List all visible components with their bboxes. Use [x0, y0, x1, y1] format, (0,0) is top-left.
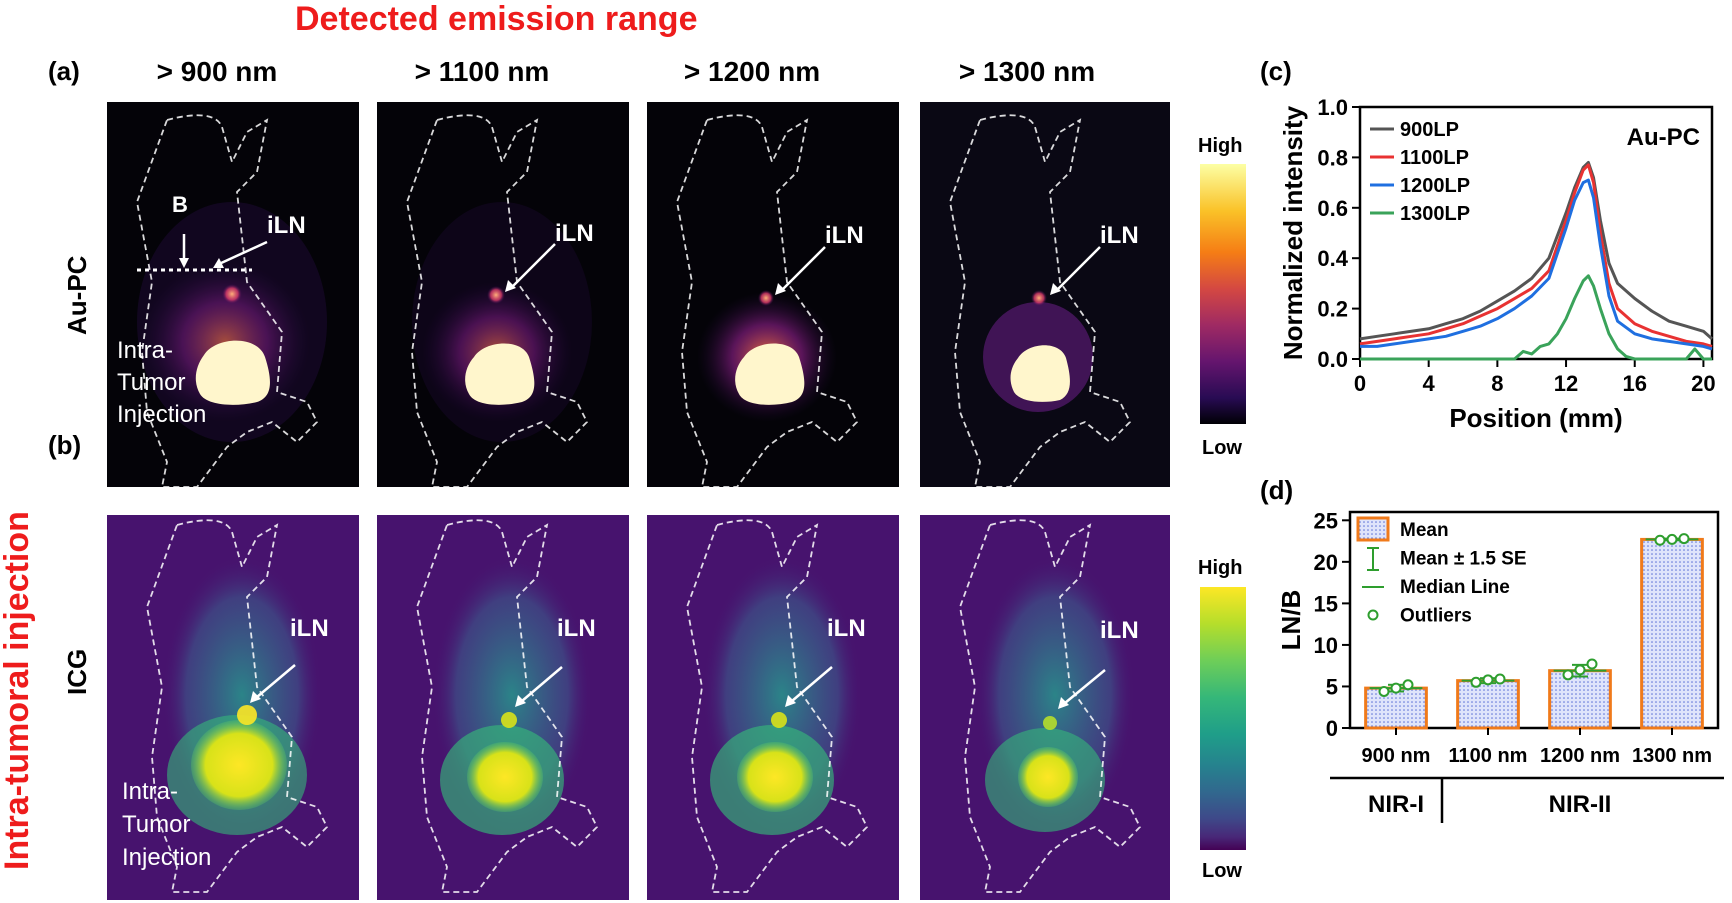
x-tick-label: 1100 nm [1449, 745, 1528, 767]
bar [1548, 669, 1612, 730]
y-axis-label: LN/B [1276, 590, 1306, 651]
iln-label-icg-900: iLN [290, 615, 329, 642]
legend-label: 1100LP [1400, 147, 1469, 169]
x-tick-label: 20 [1691, 371, 1715, 396]
x-tick-label: 16 [1622, 371, 1646, 396]
y-tick-label: 25 [1314, 508, 1338, 533]
iln-label-icg-1100: iLN [557, 615, 596, 642]
bar [1640, 537, 1704, 730]
colorbar-viridis [1200, 587, 1246, 850]
panel-d-label: (d) [1260, 475, 1294, 505]
x-tick-label: 0 [1354, 371, 1366, 396]
y-tick-label: 15 [1314, 591, 1338, 616]
legend-mean-swatch [1356, 516, 1390, 542]
group-label: NIR-I [1368, 791, 1424, 818]
y-axis-label: Normalized intensity [1278, 105, 1308, 360]
y-tick-label: 0.4 [1317, 246, 1348, 271]
y-tick-label: 20 [1314, 550, 1338, 575]
series-line-1100LP [1359, 163, 1713, 348]
legend-label: Median Line [1400, 577, 1510, 598]
data-point [1666, 533, 1678, 545]
data-point [1390, 682, 1402, 694]
data-point [1562, 669, 1574, 681]
au-pc-image-1300: iLN [920, 102, 1170, 487]
legend-label: 1200LP [1400, 175, 1470, 197]
x-tick-label: 8 [1491, 371, 1503, 396]
bar-chart: 0 5 10 15 20 25 LN/B 900 nm 1100 nm 1200 nm 1300 n… [1276, 508, 1724, 823]
y-tick-label: 10 [1314, 633, 1338, 658]
iln-label-au-1100: iLN [555, 220, 594, 247]
legend-label: Outliers [1400, 606, 1472, 627]
icg-image-1300: iLN [920, 515, 1170, 900]
x-tick-label: 4 [1423, 371, 1436, 396]
y-tick-label: 0.8 [1317, 145, 1348, 170]
panel-b-label: (b) [48, 430, 82, 460]
injection-title: Intra-tumoral injection [0, 511, 36, 870]
legend-label: 1300LP [1400, 203, 1470, 225]
colorbar-high-icg: High [1198, 557, 1243, 579]
iln-label-icg-1300: iLN [1100, 617, 1139, 644]
icg-image-1100: iLN [377, 515, 629, 900]
injection-label-icg: Intra- Tumor Injection [122, 778, 212, 871]
data-point [1586, 658, 1598, 670]
colorbar-inferno [1200, 164, 1246, 424]
data-point [1654, 534, 1666, 546]
x-axis-label: Position (mm) [1449, 403, 1622, 433]
data-point [1402, 679, 1414, 691]
emission-range-title: Detected emission range [295, 0, 698, 38]
iln-label-au-1300: iLN [1100, 222, 1139, 249]
row-label-icg: ICG [62, 648, 92, 695]
colorbar-high-au: High [1198, 135, 1243, 157]
au-pc-image-1200: iLN [647, 102, 899, 487]
icg-image-900: iLN Intra- Tumor Injection [107, 515, 359, 900]
y-tick-label: 0.0 [1317, 347, 1348, 372]
plot-frame [1348, 510, 1720, 730]
plot-frame [1358, 105, 1714, 361]
iln-label-au-900: iLN [267, 212, 306, 239]
x-tick-label: 12 [1554, 371, 1578, 396]
x-tick-label: 900 nm [1362, 745, 1431, 767]
iln-label-au-1200: iLN [825, 222, 864, 249]
panel-c-label: (c) [1260, 56, 1292, 86]
y-tick-label: 5 [1326, 674, 1338, 699]
x-tick-label: 1300 nm [1632, 745, 1712, 767]
legend-label: Mean ± 1.5 SE [1400, 549, 1527, 570]
colorbar-low-icg: Low [1202, 860, 1242, 882]
data-point [1470, 676, 1482, 688]
au-pc-image-900: B iLN Intra- Tumor Injection [107, 102, 359, 487]
legend-label: 900LP [1400, 119, 1459, 141]
bar [1364, 686, 1428, 730]
panel-a-label: (a) [48, 56, 80, 86]
bar [1456, 679, 1520, 730]
row-label-au-pc: Au-PC [62, 255, 92, 335]
data-point [1494, 673, 1506, 685]
injection-label-au: Intra- Tumor Injection [117, 337, 207, 428]
x-tick-label: 1200 nm [1540, 745, 1620, 767]
y-tick-label: 0.6 [1317, 196, 1348, 221]
column-header-1300: > 1300 nm [958, 56, 1096, 87]
legend-label: Mean [1400, 520, 1449, 541]
column-header-1100: > 1100 nm [414, 56, 550, 87]
data-point [1678, 533, 1690, 545]
column-header-900: > 900 nm [156, 56, 278, 87]
y-tick-label: 1.0 [1317, 95, 1348, 120]
au-pc-image-1100: iLN [377, 102, 629, 487]
data-point [1378, 685, 1390, 697]
y-tick-label: 0 [1326, 716, 1338, 741]
line-chart: 0 4 8 12 16 20 0.0 0.2 0.4 0.6 0.8 1.0 Position (mm)… [1278, 95, 1716, 433]
chart-title: Au-PC [1627, 124, 1700, 151]
background-label: B [172, 192, 188, 217]
series-line-1200LP [1360, 178, 1713, 351]
series-line-900LP [1359, 160, 1713, 341]
iln-label-icg-1200: iLN [827, 615, 866, 642]
colorbar-low-au: Low [1202, 437, 1242, 459]
series-line-1300LP [1360, 274, 1712, 361]
group-label: NIR-II [1549, 791, 1612, 818]
column-header-1200: > 1200 nm [683, 56, 821, 87]
data-point [1482, 674, 1494, 686]
legend-outlier-swatch [1367, 609, 1379, 621]
y-tick-label: 0.2 [1317, 297, 1348, 322]
icg-image-1200: iLN [647, 515, 899, 900]
data-point [1574, 664, 1586, 676]
